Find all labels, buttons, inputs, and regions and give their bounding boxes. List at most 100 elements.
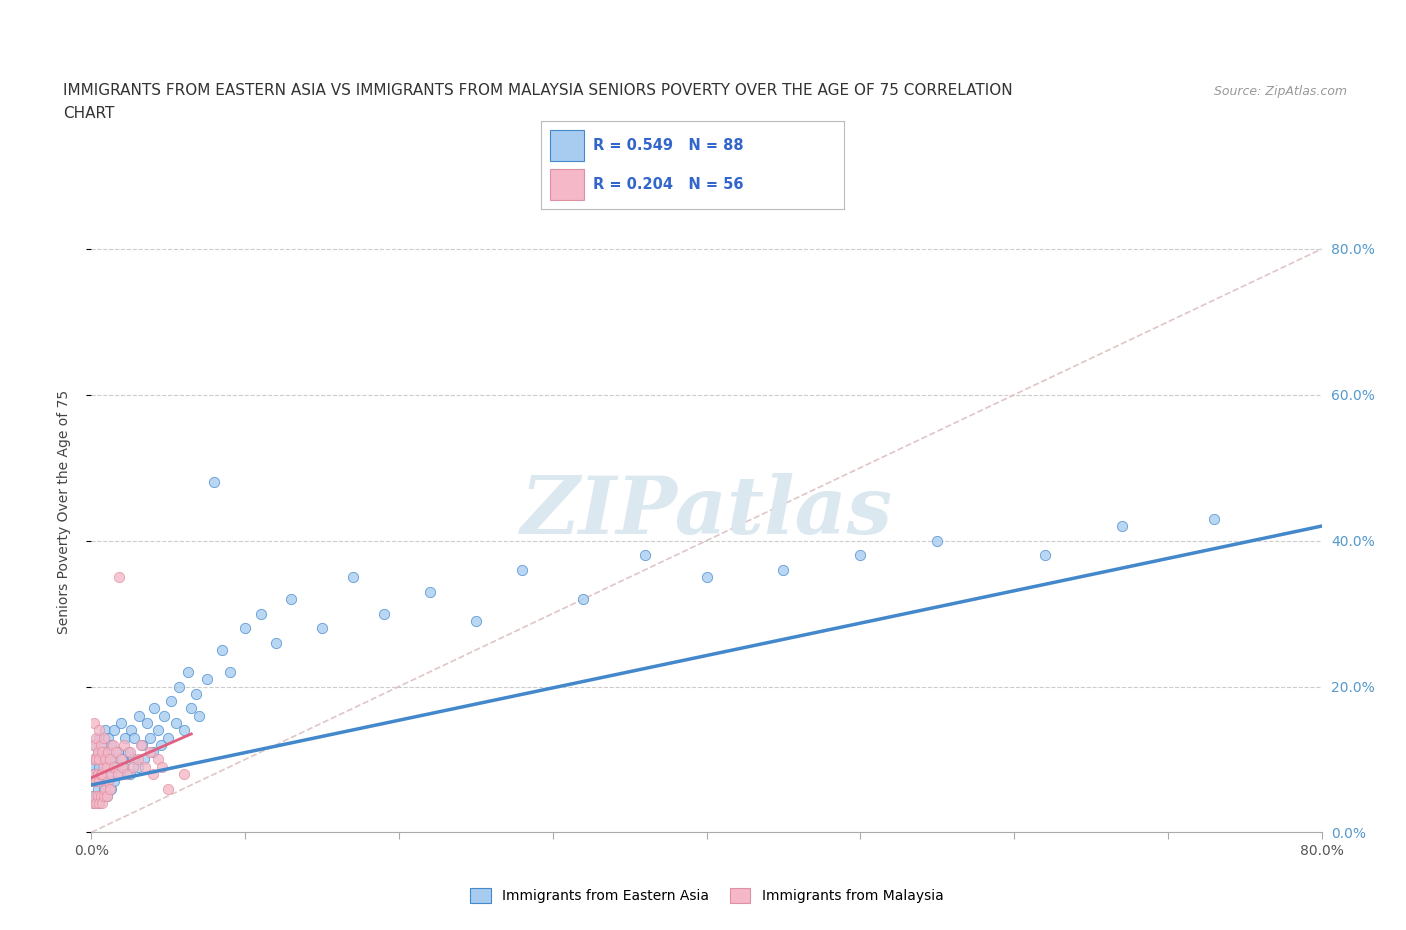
Point [84,752,107,767]
Point [927,533,949,548]
Point [139,745,162,760]
Point [280,591,302,606]
Point [90,789,112,804]
Point [143,701,166,716]
Point [110,715,132,730]
Point [180,701,202,716]
Point [167,679,190,694]
Point [110,752,132,767]
Point [82,752,104,767]
Point [103,759,125,774]
Point [772,563,794,578]
Point [510,563,533,578]
Point [101,752,124,767]
Point [149,737,172,752]
Point [83,789,105,804]
Point [101,737,124,752]
Point [84,730,107,745]
Point [342,570,364,585]
Point [177,664,200,679]
Point [91,766,114,781]
Point [82,789,104,804]
Point [90,752,112,767]
Point [107,745,129,760]
Point [464,614,486,629]
Point [100,781,122,796]
Point [124,730,146,745]
Point [86,766,108,781]
Point [97,766,120,781]
Point [696,570,718,585]
Text: CHART: CHART [63,106,115,121]
Point [96,752,118,767]
Point [86,781,108,796]
Point [132,752,155,767]
Point [173,723,195,737]
Point [87,730,110,745]
Point [173,766,195,781]
Point [264,635,287,650]
Point [165,715,187,730]
Point [96,789,118,804]
Point [111,759,134,774]
Point [146,723,169,737]
Point [90,737,112,752]
Point [86,745,108,760]
Point [572,591,595,606]
Text: ZIPatlas: ZIPatlas [520,472,893,551]
Point [91,737,114,752]
Point [83,715,105,730]
Point [127,752,149,767]
Text: R = 0.204   N = 56: R = 0.204 N = 56 [593,178,744,193]
Y-axis label: Seniors Poverty Over the Age of 75: Seniors Poverty Over the Age of 75 [56,390,70,633]
Point [195,671,218,686]
Point [218,664,240,679]
Point [105,745,127,760]
Point [87,796,110,811]
Point [1202,512,1225,526]
Point [134,759,156,774]
Point [142,745,165,760]
Point [111,752,134,767]
Point [97,774,120,789]
Point [211,643,233,658]
Point [311,620,333,635]
Point [146,752,169,767]
Point [157,781,180,796]
Point [142,766,165,781]
Point [118,766,141,781]
Text: IMMIGRANTS FROM EASTERN ASIA VS IMMIGRANTS FROM MALAYSIA SENIORS POVERTY OVER TH: IMMIGRANTS FROM EASTERN ASIA VS IMMIGRAN… [63,83,1012,98]
Point [118,745,141,760]
Point [83,737,105,752]
Point [202,475,225,490]
Point [108,766,131,781]
Point [84,796,107,811]
Point [87,752,110,767]
Point [114,730,136,745]
Point [103,774,125,789]
Point [96,759,118,774]
Point [90,774,112,789]
Point [83,766,105,781]
Point [84,774,107,789]
Point [87,723,110,737]
Point [129,737,152,752]
Point [97,745,120,760]
Point [152,709,174,724]
Text: R = 0.549   N = 88: R = 0.549 N = 88 [593,138,744,153]
Point [97,730,120,745]
Point [82,759,104,774]
Point [139,730,162,745]
Point [188,709,211,724]
Point [115,766,138,781]
Point [373,606,395,621]
Point [117,745,139,760]
Point [131,737,153,752]
Point [98,759,121,774]
Point [157,730,180,745]
Point [90,766,112,781]
Point [98,752,121,767]
Point [107,766,129,781]
Point [249,606,271,621]
Point [122,752,145,767]
